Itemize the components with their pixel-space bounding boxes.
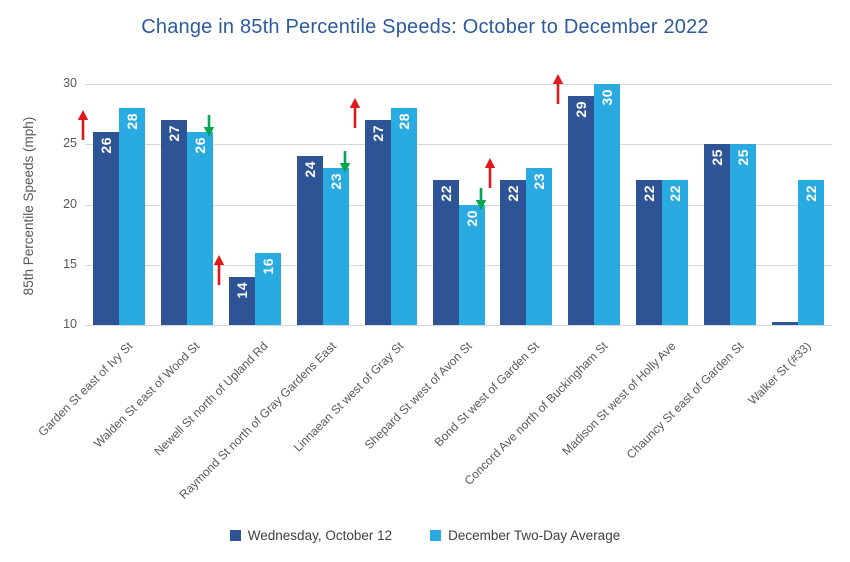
bar-value: 14 <box>233 281 250 299</box>
gridline <box>85 84 832 85</box>
bar-october <box>500 180 527 325</box>
bar-december <box>662 180 689 325</box>
bar-october <box>296 156 323 325</box>
bar-value: 16 <box>259 257 276 275</box>
bar-value: 27 <box>369 125 386 142</box>
bar-value-label: 22 <box>500 185 526 202</box>
increase-arrow-icon <box>484 158 496 189</box>
y-tick-label: 25 <box>63 136 77 151</box>
bar-value: 20 <box>463 209 480 227</box>
bar-value: 22 <box>641 185 658 202</box>
legend-item-october: Wednesday, October 12 <box>229 527 393 543</box>
increase-arrow-icon <box>349 98 361 129</box>
bar-value-label: 16 <box>255 258 281 275</box>
bar-value-label: 24 <box>297 161 323 178</box>
bar-october <box>772 322 799 325</box>
category-label: Linnaean St west of Gray St <box>290 339 407 455</box>
gridline <box>85 144 832 146</box>
bar-december <box>798 180 825 325</box>
decrease-arrow-icon <box>475 187 487 210</box>
y-tick-label: 30 <box>63 76 77 90</box>
bar-value-label: 28 <box>119 113 145 130</box>
bar-value: 22 <box>437 185 454 202</box>
bar-december <box>390 108 417 325</box>
bar-value: 28 <box>395 113 412 130</box>
bar-value-label: 25 <box>730 149 756 166</box>
bar-value-label: 14 <box>229 282 255 299</box>
bar-value-label: 23 <box>526 173 552 190</box>
bar-value-label: 27 <box>365 125 391 142</box>
bar-value-label: 30 <box>594 89 620 106</box>
bar-october <box>160 120 187 325</box>
bar-value: 24 <box>301 161 318 178</box>
category-label: Concord Ave north of Buckingham St <box>461 339 611 488</box>
legend-label-december: December Two-Day Average <box>448 527 621 543</box>
legend: Wednesday, October 12 December Two-Day A… <box>0 522 850 548</box>
bar-december <box>118 108 145 325</box>
bar-value-label: 26 <box>93 137 119 154</box>
bar-december <box>322 168 349 325</box>
bar-october <box>92 132 119 325</box>
y-tick-label: 10 <box>63 317 77 331</box>
bar-december <box>186 132 213 325</box>
category-label: Chauncy St east of Garden St <box>623 339 747 462</box>
increase-arrow-icon <box>213 254 225 285</box>
increase-arrow-icon <box>552 74 564 105</box>
bar-value: 23 <box>327 173 344 190</box>
bar-october <box>432 180 459 325</box>
bar-value-label: 20 <box>459 210 485 227</box>
bar-december <box>526 168 553 325</box>
bar-value-label: 25 <box>704 149 730 166</box>
bar-value-label: 23 <box>323 173 349 190</box>
bar-value-label: 26 <box>187 137 213 154</box>
bar-value: 30 <box>599 89 616 106</box>
y-tick-label: 15 <box>63 256 77 271</box>
bar-value: 22 <box>505 185 522 202</box>
bar-value-label: 28 <box>391 113 417 130</box>
bar-value: 22 <box>803 185 820 202</box>
bar-october <box>228 276 255 325</box>
bar-december <box>458 204 485 325</box>
category-label: Walker St (#33) <box>745 339 814 408</box>
chart-title: Change in 85th Percentile Speeds: Octobe… <box>141 16 709 38</box>
decrease-arrow-icon <box>339 151 351 174</box>
bar-value: 26 <box>97 137 114 154</box>
legend-item-december: December Two-Day Average <box>430 528 620 543</box>
bar-value-label: 22 <box>636 185 662 202</box>
bar-december <box>730 144 757 325</box>
bar-value: 26 <box>191 137 208 154</box>
decrease-arrow-icon <box>203 115 215 138</box>
bar-value: 25 <box>709 149 726 166</box>
bar-value-label: 22 <box>433 185 459 202</box>
bar-value-label: 27 <box>161 125 187 142</box>
bar-value-label: 29 <box>568 101 594 118</box>
bar-value: 27 <box>165 125 182 142</box>
bar-value: 22 <box>667 185 684 202</box>
bar-value: 23 <box>531 173 548 190</box>
category-label: Newell St north of Upland Rd <box>151 339 271 459</box>
bar-october <box>636 180 663 325</box>
bar-value: 28 <box>123 113 140 130</box>
legend-swatch-october <box>229 529 241 541</box>
bar-october <box>364 120 391 325</box>
increase-arrow-icon <box>77 110 89 141</box>
bar-october <box>704 144 731 325</box>
bar-value: 29 <box>573 101 590 118</box>
bar-december <box>594 84 621 325</box>
category-label: Madison St west of Holly Ave <box>558 339 679 459</box>
bar-december <box>254 252 281 325</box>
legend-label-october: Wednesday, October 12 <box>247 527 393 543</box>
bar-value-label: 22 <box>798 185 824 202</box>
bar-value-label: 22 <box>662 185 688 202</box>
y-tick-label: 20 <box>63 196 77 211</box>
bar-october <box>568 96 595 325</box>
bar-value: 25 <box>735 149 752 166</box>
legend-swatch-december <box>430 529 442 541</box>
gridline <box>85 325 832 326</box>
